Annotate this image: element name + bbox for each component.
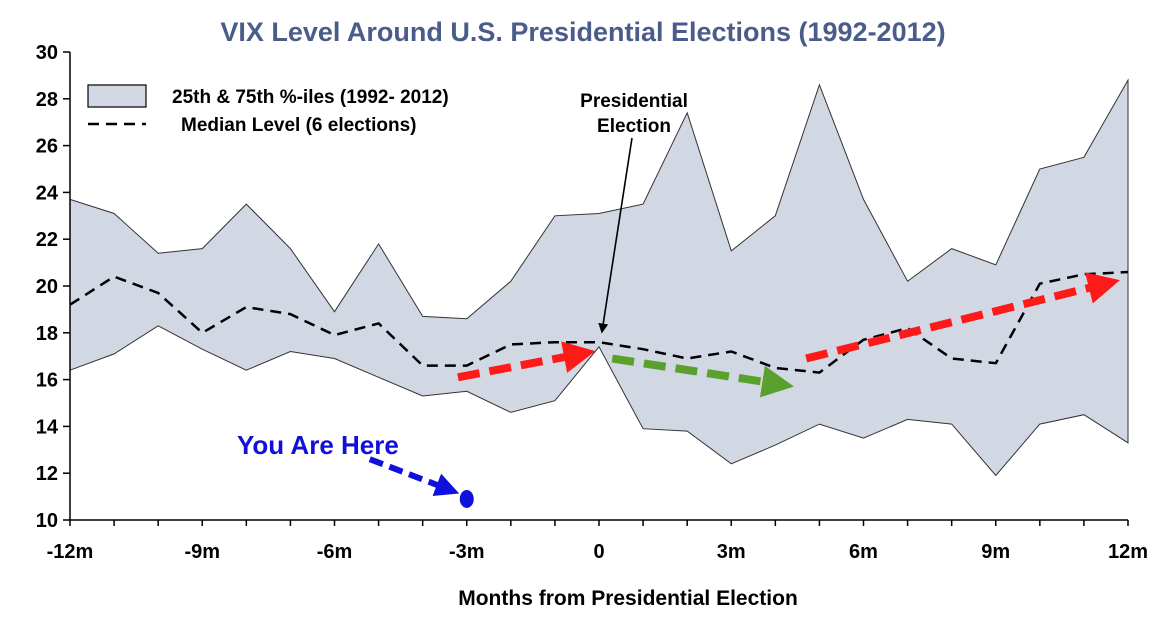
y-tick-label: 26 bbox=[36, 136, 58, 158]
election-pointer-arrow bbox=[598, 137, 633, 334]
you-are-here-marker bbox=[459, 489, 474, 508]
y-tick-label: 14 bbox=[36, 416, 59, 438]
chart-title: VIX Level Around U.S. Presidential Elect… bbox=[220, 17, 945, 47]
election-annotation-line1: Presidential bbox=[580, 91, 688, 112]
y-axis-ticks: 10 12 14 16 18 20 22 24 26 28 30 bbox=[36, 42, 70, 532]
x-tick-label: -12m bbox=[47, 541, 94, 563]
you-are-here-arrow bbox=[368, 456, 460, 497]
x-axis-label: Months from Presidential Election bbox=[458, 587, 798, 610]
percentile-band bbox=[69, 78, 1129, 477]
y-tick-label: 10 bbox=[36, 510, 58, 532]
y-tick-label: 22 bbox=[36, 229, 58, 251]
legend: 25th & 75th %-iles (1992- 2012) Median L… bbox=[87, 84, 449, 136]
x-tick-label: -3m bbox=[449, 541, 485, 563]
legend-median-label: Median Level (6 elections) bbox=[181, 115, 416, 136]
x-tick-label: 12m bbox=[1108, 541, 1148, 563]
x-axis-ticks: -12m -9m -6m -3m 0 3m 6m 9m 12m bbox=[47, 520, 1148, 563]
y-tick-label: 24 bbox=[36, 182, 59, 204]
y-tick-label: 16 bbox=[36, 370, 58, 392]
y-tick-label: 30 bbox=[36, 42, 58, 64]
x-tick-label: -6m bbox=[317, 541, 353, 563]
y-tick-label: 20 bbox=[36, 276, 58, 298]
x-tick-label: -9m bbox=[184, 541, 220, 563]
trend-arrow-red-pre-election bbox=[457, 341, 596, 382]
trend-arrow-red-late bbox=[805, 272, 1120, 363]
you-are-here-label: You Are Here bbox=[237, 430, 399, 460]
x-tick-label: 6m bbox=[849, 541, 878, 563]
legend-band-swatch bbox=[87, 84, 147, 108]
y-tick-label: 12 bbox=[36, 463, 58, 485]
trend-arrow-green-post-election bbox=[611, 354, 794, 398]
x-tick-label: 0 bbox=[593, 541, 604, 563]
election-annotation-line2: Election bbox=[597, 116, 671, 137]
y-tick-label: 28 bbox=[36, 89, 58, 111]
x-tick-label: 9m bbox=[981, 541, 1010, 563]
y-tick-label: 18 bbox=[36, 323, 58, 345]
legend-band-label: 25th & 75th %-iles (1992- 2012) bbox=[172, 87, 449, 108]
x-tick-label: 3m bbox=[717, 541, 746, 563]
